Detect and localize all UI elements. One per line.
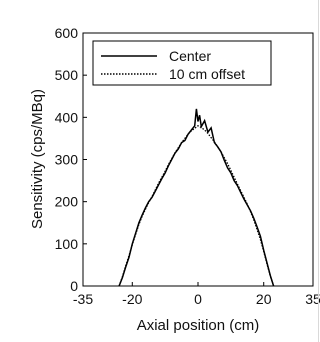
series-line-center [118,108,275,287]
x-tick-label: -35 [73,291,93,307]
x-tick-label: 20 [256,291,272,307]
x-axis-ticks: -35 -20 0 20 35 [73,282,320,307]
y-axis-label: Sensitivity (cps/MBq) [29,89,46,229]
series-line-10cm-offset [118,125,275,287]
x-tick-label: 0 [194,291,202,307]
y-axis-ticks: 0 100 200 300 400 500 600 [55,25,87,294]
y-tick-label: 300 [55,152,79,168]
y-tick-label: 100 [55,236,79,252]
y-tick-label: 0 [70,278,78,294]
x-tick-label: 35 [305,291,320,307]
series-lines [118,108,275,287]
y-tick-label: 600 [55,25,79,41]
x-axis-label: Axial position (cm) [137,317,260,334]
y-tick-label: 400 [55,109,79,125]
x-tick-label: -20 [122,291,142,307]
y-tick-label: 200 [55,194,79,210]
legend: Center 10 cm offset [92,40,272,86]
y-tick-label: 500 [55,67,79,83]
legend-box [92,40,272,86]
legend-label-center: Center [169,48,211,64]
legend-label-offset: 10 cm offset [169,66,245,82]
page-edge-rule [318,0,319,342]
